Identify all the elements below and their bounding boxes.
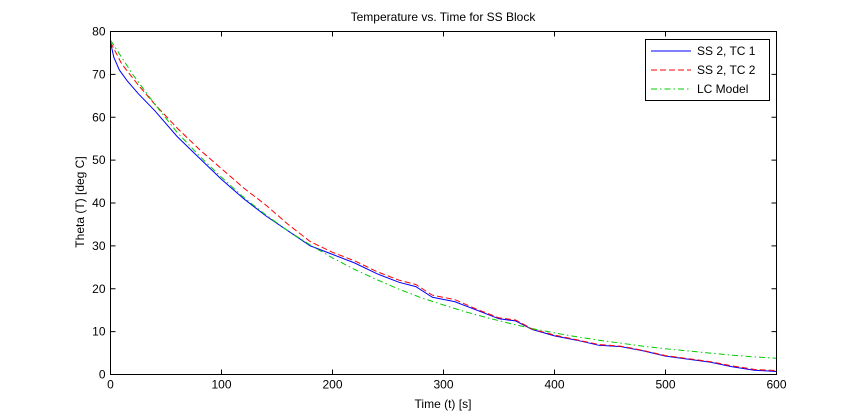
y-tick-label: 60: [92, 110, 106, 124]
legend-label-ss2-tc2: SS 2, TC 2: [697, 63, 756, 77]
y-axis-label: Theta (T) [deg C]: [73, 156, 87, 247]
y-tick-label: 80: [92, 25, 106, 39]
legend-label-ss2-tc1: SS 2, TC 1: [697, 44, 756, 58]
y-tick-label: 50: [92, 153, 106, 167]
chart-title: Temperature vs. Time for SS Block: [351, 10, 537, 24]
y-tick-label: 40: [92, 196, 106, 210]
series-line-lc-model: [110, 39, 777, 359]
axis-ticks: 0 100 200 300 400 500 600 0 10 20 30 40 50 60 70 80: [92, 25, 787, 392]
legend-label-lc-model: LC Model: [697, 82, 748, 96]
y-tick-label: 10: [92, 325, 106, 339]
x-tick-label: 300: [433, 378, 453, 392]
y-tick-label: 70: [92, 67, 106, 81]
legend: SS 2, TC 1 SS 2, TC 2 LC Model: [645, 39, 770, 101]
series-line-ss-2-tc-1: [110, 42, 777, 372]
y-tick-label: 30: [92, 239, 106, 253]
x-tick-label: 0: [107, 378, 114, 392]
x-tick-label: 400: [544, 378, 564, 392]
y-tick-label: 20: [92, 282, 106, 296]
x-axis-label: Time (t) [s]: [415, 397, 472, 411]
x-tick-label: 600: [766, 378, 786, 392]
x-tick-label: 500: [655, 378, 675, 392]
plot-lines: [110, 39, 777, 372]
series-line-ss-2-tc-2: [110, 41, 777, 372]
legend-box: [645, 39, 770, 101]
plot-area: [110, 31, 777, 375]
x-tick-label: 100: [211, 378, 231, 392]
x-tick-label: 200: [322, 378, 342, 392]
y-tick-label: 0: [99, 368, 106, 382]
